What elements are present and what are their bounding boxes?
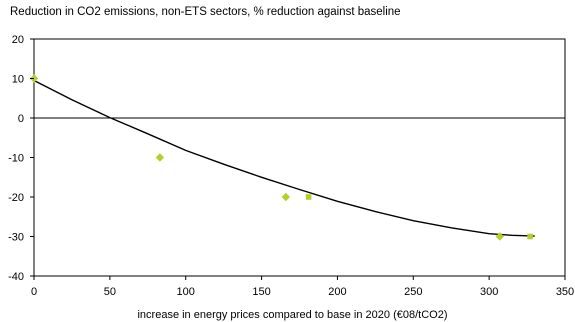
y-tick-label: 10 xyxy=(12,74,24,86)
x-tick-label: 200 xyxy=(328,286,346,298)
y-tick-label: -10 xyxy=(8,153,24,165)
square-point xyxy=(305,194,312,200)
diamond-point xyxy=(495,232,504,241)
x-tick-label: 350 xyxy=(556,286,574,298)
y-tick-label: -20 xyxy=(8,192,24,204)
x-tick-label: 250 xyxy=(404,286,422,298)
plot-area-frame xyxy=(33,38,566,277)
diamond-point xyxy=(281,192,291,202)
x-tick-label: 100 xyxy=(177,286,195,298)
square-point xyxy=(527,233,533,240)
y-tick-label: -30 xyxy=(8,232,24,244)
x-tick-label: 150 xyxy=(252,286,270,298)
diamond-point xyxy=(155,153,165,162)
chart-title: Reduction in CO2 emissions, non-ETS sect… xyxy=(10,6,401,18)
trend-curve xyxy=(33,79,535,237)
x-tick-label: 0 xyxy=(31,286,37,298)
x-axis-title: increase in energy prices compared to ba… xyxy=(137,309,448,321)
x-tick-label: 50 xyxy=(104,286,116,298)
y-tick-label: 20 xyxy=(12,34,24,46)
x-tick-label: 300 xyxy=(480,286,498,298)
y-tick-label: 0 xyxy=(18,113,24,125)
y-tick-label: -40 xyxy=(8,271,24,283)
